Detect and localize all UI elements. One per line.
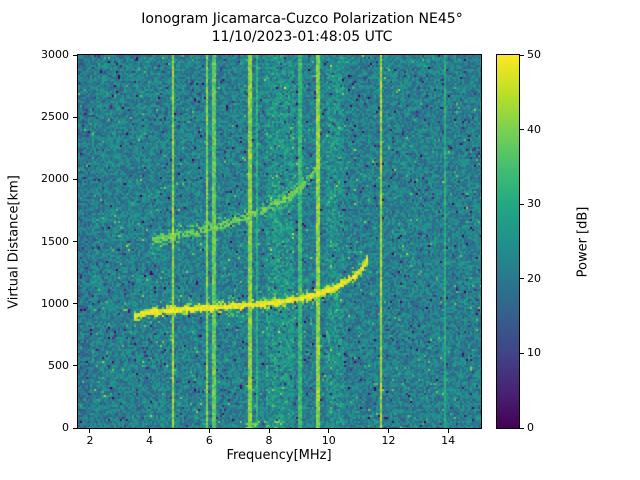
colorbar-tick-mark: [520, 54, 524, 56]
x-tick-mark: [387, 429, 389, 433]
colorbar-tick-label-40: 40: [527, 122, 541, 136]
x-tick-label-8: 8: [265, 434, 273, 447]
chart-title: Ionogram Jicamarca-Cuzco Polarization NE…: [2, 10, 602, 46]
x-tick-mark: [447, 429, 449, 433]
x-tick-mark: [268, 429, 270, 433]
colorbar-tick-label-30: 30: [527, 197, 541, 211]
y-axis-label: Virtual Distance[km]: [6, 175, 22, 309]
colorbar-tick-mark: [520, 278, 524, 280]
x-tick-label-12: 12: [381, 434, 396, 447]
colorbar: [496, 54, 520, 429]
colorbar-tick-mark: [520, 203, 524, 205]
ionogram-heatmap-canvas: [78, 55, 481, 428]
y-tick-label-0: 0: [62, 421, 69, 434]
colorbar-canvas: [497, 55, 519, 428]
chart-title-line2: 11/10/2023-01:48:05 UTC: [211, 29, 393, 45]
x-tick-label-10: 10: [321, 434, 336, 447]
y-tick-label-2000: 2000: [41, 172, 69, 186]
colorbar-tick-label-50: 50: [527, 48, 541, 61]
colorbar-tick-label-10: 10: [527, 346, 541, 360]
colorbar-tick-mark: [520, 427, 524, 429]
x-tick-mark: [149, 429, 151, 433]
x-tick-label-2: 2: [86, 434, 94, 447]
x-tick-label-4: 4: [146, 434, 154, 447]
x-tick-label-14: 14: [441, 434, 456, 447]
y-tick-label-2500: 2500: [41, 110, 69, 124]
colorbar-label: Power [dB]: [575, 206, 591, 278]
plot-area: [77, 54, 482, 429]
x-axis-label: Frequency[MHz]: [226, 448, 332, 463]
y-tick-label-1500: 1500: [41, 234, 69, 248]
x-tick-mark: [89, 429, 91, 433]
colorbar-tick-mark: [520, 352, 524, 354]
y-tick-label-500: 500: [48, 358, 69, 372]
y-tick-label-3000: 3000: [41, 48, 69, 61]
chart-title-line1: Ionogram Jicamarca-Cuzco Polarization NE…: [141, 11, 463, 27]
x-tick-mark: [208, 429, 210, 433]
colorbar-tick-label-0: 0: [527, 421, 534, 434]
x-tick-label-6: 6: [205, 434, 213, 447]
colorbar-tick-label-20: 20: [527, 271, 541, 285]
colorbar-tick-mark: [520, 129, 524, 131]
x-tick-mark: [328, 429, 330, 433]
y-tick-label-1000: 1000: [41, 296, 69, 310]
